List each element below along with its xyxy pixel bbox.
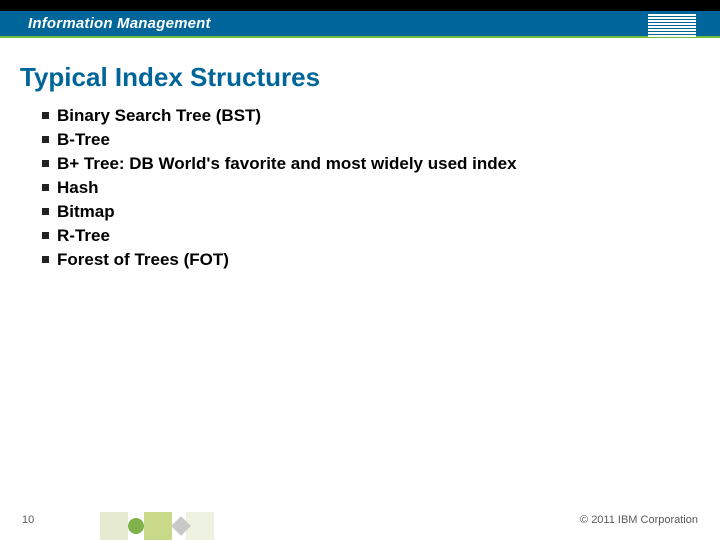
bullet-text: Binary Search Tree (BST) [57,106,261,126]
bullet-item: B-Tree [42,130,517,150]
bullet-text: R-Tree [57,226,110,246]
bullet-item: Hash [42,178,517,198]
bullet-marker-icon [42,112,49,119]
header-underline [0,36,720,38]
slide-title: Typical Index Structures [20,62,320,93]
bullet-marker-icon [42,208,49,215]
copyright-text: © 2011 IBM Corporation [580,514,698,526]
deco-circle [128,518,144,534]
bullet-text: Bitmap [57,202,115,222]
logo-stripe [648,14,696,16]
deco-square-1 [100,512,128,540]
logo-stripe [648,23,696,25]
logo-stripe [648,26,696,28]
bullet-marker-icon [42,256,49,263]
bullet-item: Binary Search Tree (BST) [42,106,517,126]
bullet-marker-icon [42,136,49,143]
bullet-text: Hash [57,178,99,198]
logo-stripe [648,17,696,19]
bullet-marker-icon [42,232,49,239]
header-bar: Information Management [0,0,720,46]
bullet-item: Bitmap [42,202,517,222]
bullet-list: Binary Search Tree (BST) B-Tree B+ Tree: D… [42,106,517,274]
bullet-marker-icon [42,184,49,191]
header-top-stripe [0,0,720,11]
bullet-item: R-Tree [42,226,517,246]
logo-stripe [648,20,696,22]
bullet-marker-icon [42,160,49,167]
logo-stripe [648,29,696,31]
page-number: 10 [22,514,34,526]
bullet-item: Forest of Trees (FOT) [42,250,517,270]
slide-container: Information Management Typical Index Str… [0,0,720,540]
logo-stripe [648,35,696,37]
bullet-item: B+ Tree: DB World's favorite and most wi… [42,154,517,174]
bullet-text: B-Tree [57,130,110,150]
ibm-logo-stripes [648,14,696,37]
brand-title: Information Management [0,15,211,32]
footer: 10 © 2011 IBM Corporation [0,500,720,540]
footer-decoration [100,512,214,540]
header-main-stripe: Information Management [0,11,720,36]
logo-stripe [648,32,696,34]
bullet-text: Forest of Trees (FOT) [57,250,229,270]
deco-square-2 [144,512,172,540]
ibm-logo-icon [648,14,696,37]
bullet-text: B+ Tree: DB World's favorite and most wi… [57,154,517,174]
